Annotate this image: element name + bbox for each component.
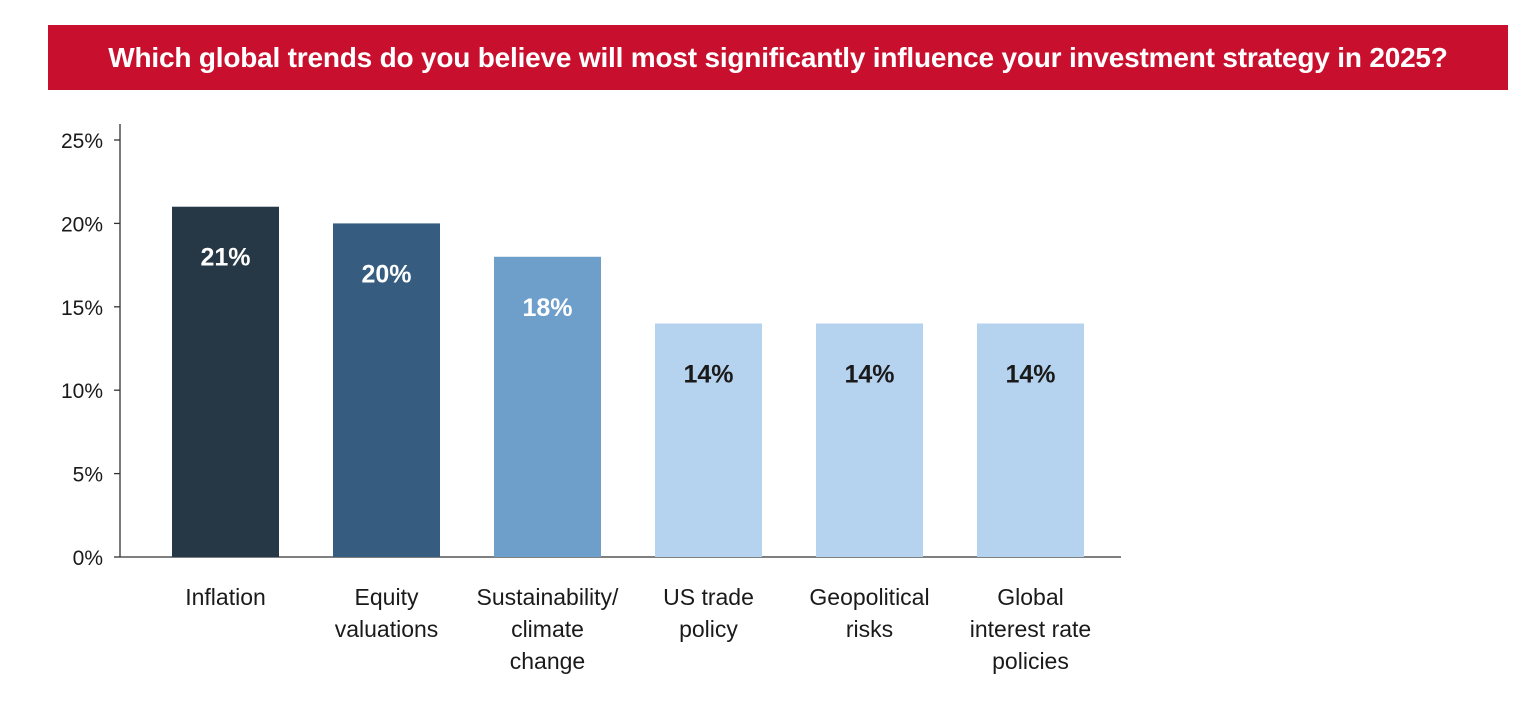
- x-tick-label: policies: [992, 648, 1069, 674]
- x-tick-label: Geopolitical: [809, 584, 929, 610]
- x-tick-label: risks: [846, 616, 893, 642]
- y-tick-label: 25%: [61, 130, 103, 153]
- y-tick-label: 20%: [61, 213, 103, 236]
- data-label: 18%: [522, 294, 572, 322]
- y-tick-label: 15%: [61, 297, 103, 320]
- x-tick-label: policy: [679, 616, 738, 642]
- y-tick-label: 0%: [73, 547, 103, 570]
- data-label: 20%: [361, 260, 411, 288]
- x-tick-label: Sustainability/: [477, 584, 620, 610]
- x-tick-label: interest rate: [970, 616, 1091, 642]
- y-tick-label: 5%: [73, 464, 103, 487]
- x-tick-label: US trade: [663, 584, 754, 610]
- bar: [494, 256, 601, 557]
- bar: [333, 223, 440, 557]
- bar: [977, 323, 1084, 557]
- chart-title: Which global trends do you believe will …: [108, 41, 1448, 73]
- data-label: 14%: [1005, 360, 1055, 388]
- data-label: 14%: [844, 360, 894, 388]
- y-tick-label: 10%: [61, 380, 103, 403]
- data-label: 14%: [683, 360, 733, 388]
- x-tick-label: climate: [511, 616, 584, 642]
- bar: [172, 206, 279, 557]
- chart-title-banner: Which global trends do you believe will …: [48, 25, 1508, 90]
- bar: [655, 323, 762, 557]
- x-tick-label: Equity: [355, 584, 419, 610]
- x-tick-label: Inflation: [185, 584, 266, 610]
- x-tick-label: change: [510, 648, 585, 674]
- x-tick-label: Global: [997, 584, 1063, 610]
- x-tick-label: valuations: [335, 616, 439, 642]
- bar: [816, 323, 923, 557]
- data-label: 21%: [200, 244, 250, 272]
